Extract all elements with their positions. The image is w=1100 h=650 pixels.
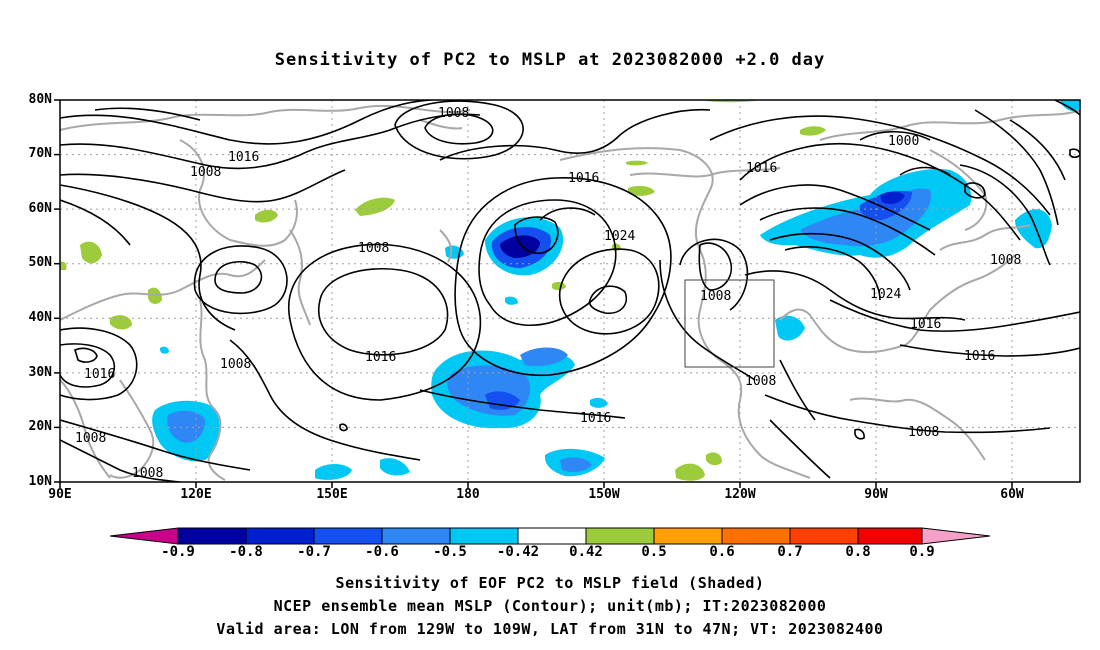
graticule [60, 100, 1080, 482]
contour-label: 1016 [910, 317, 941, 332]
lat-label: 10N [28, 474, 52, 489]
lat-label: 60N [28, 201, 52, 216]
lon-label: 180 [456, 487, 480, 502]
lon-label: 120E [180, 487, 212, 502]
lon-label: 150E [316, 487, 348, 502]
colorbar-bin [177, 527, 247, 545]
map-content: 1008 1016 1008 1016 1008 1024 1000 1016 … [60, 100, 1080, 482]
colorbar-label: -0.9 [161, 544, 195, 560]
colorbar-bin [789, 527, 859, 545]
mslp-contours [60, 100, 1080, 482]
colorbar-label: -0.42 [496, 544, 540, 560]
contour-label: 1016 [580, 411, 611, 426]
contour-label: 1016 [568, 171, 599, 186]
colorbar-bin [381, 527, 451, 545]
colorbar-low-triangle [109, 527, 179, 545]
lon-label: 90W [864, 487, 888, 502]
colorbar-bin [653, 527, 723, 545]
contour-labels: 1008 1016 1008 1016 1008 1024 1000 1016 … [75, 106, 1021, 481]
valid-area-box [684, 279, 775, 368]
colorbar-bin [517, 527, 587, 545]
contour-label: 1008 [75, 431, 106, 446]
contour-label: 1008 [745, 374, 776, 389]
colorbar-bin [313, 527, 383, 545]
colorbar-label: 0.42 [569, 544, 603, 560]
contour-label: 1008 [132, 466, 163, 481]
contour-label: 1024 [870, 287, 901, 302]
plot-title: Sensitivity of PC2 to MSLP at 2023082000… [274, 50, 826, 70]
colorbar-label: 0.5 [641, 544, 667, 560]
contour-label: 1016 [964, 349, 995, 364]
colorbar-label: -0.8 [229, 544, 263, 560]
contour-label: 1008 [990, 253, 1021, 268]
contour-label: 1008 [220, 357, 251, 372]
colorbar [109, 527, 991, 545]
colorbar-label: 0.6 [709, 544, 735, 560]
lat-label: 40N [28, 310, 52, 325]
map-frame [59, 99, 1081, 483]
colorbar-bin [857, 527, 923, 545]
colorbar-high-triangle [921, 527, 991, 545]
contour-label: 1008 [190, 165, 221, 180]
contour-label: 1016 [84, 367, 115, 382]
lat-label: 50N [28, 255, 52, 270]
colorbar-label: 0.7 [777, 544, 803, 560]
contour-label: 1016 [365, 350, 396, 365]
contour-label: 1016 [746, 161, 777, 176]
colorbar-bin [449, 527, 519, 545]
colorbar-bin [585, 527, 655, 545]
lat-label: 70N [28, 146, 52, 161]
map-ticks [54, 99, 1013, 488]
caption-line-1: Sensitivity of EOF PC2 to MSLP field (Sh… [335, 574, 765, 592]
colorbar-label: 0.8 [845, 544, 871, 560]
lat-label: 20N [28, 419, 52, 434]
contour-label: 1024 [604, 229, 635, 244]
lat-label: 80N [28, 92, 52, 107]
contour-label: 1008 [908, 425, 939, 440]
caption-line-2: NCEP ensemble mean MSLP (Contour); unit(… [273, 597, 827, 615]
contour-label: 1000 [888, 134, 919, 149]
lon-label: 150W [588, 487, 620, 502]
coastlines [60, 104, 1080, 481]
contour-label: 1008 [700, 289, 731, 304]
contour-label: 1008 [358, 241, 389, 256]
colorbar-bin [721, 527, 791, 545]
lon-label: 120W [724, 487, 756, 502]
contour-label: 1016 [228, 150, 259, 165]
caption-line-3: Valid area: LON from 129W to 109W, LAT f… [216, 620, 884, 638]
colorbar-label: -0.6 [365, 544, 399, 560]
colorbar-label: -0.7 [297, 544, 331, 560]
lon-label: 90E [48, 487, 72, 502]
colorbar-bin [245, 527, 315, 545]
colorbar-label: -0.5 [433, 544, 467, 560]
colorbar-label: 0.9 [909, 544, 935, 560]
contour-label: 1008 [438, 106, 469, 121]
lat-label: 30N [28, 365, 52, 380]
lon-label: 60W [1000, 487, 1024, 502]
